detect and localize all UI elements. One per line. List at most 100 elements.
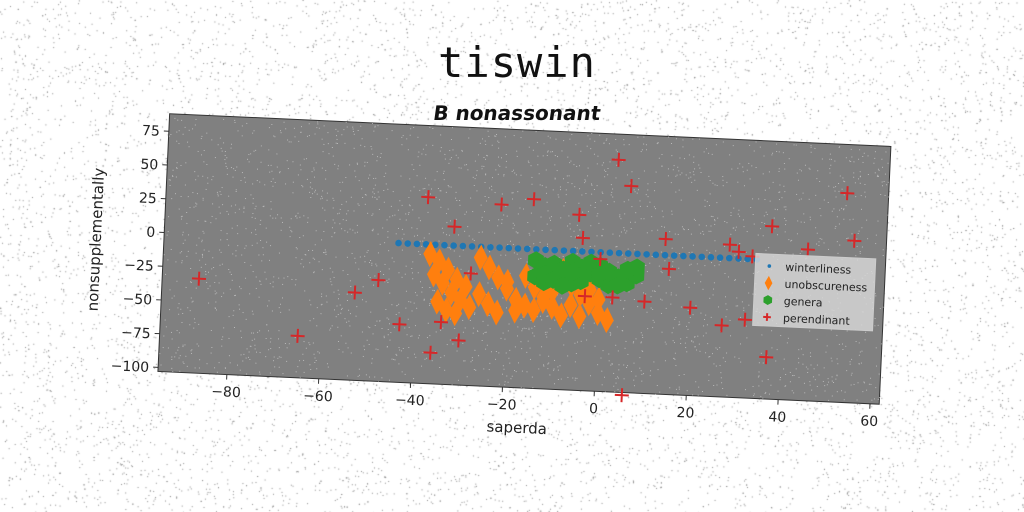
perendinant-point [572, 207, 587, 222]
x-axis-label: saperda [486, 417, 547, 438]
y-tick-label: 50 [140, 157, 159, 174]
unobscureness-point [472, 281, 487, 308]
perendinant-point [494, 197, 509, 212]
winterliness-point [569, 247, 577, 255]
x-tick-label: −20 [487, 396, 517, 413]
legend-marker-winterliness [767, 264, 772, 268]
y-tick-label: −25 [124, 257, 154, 274]
x-axis: −80 −60 −40 −20 0 20 40 60 [211, 374, 879, 430]
winterliness-point [578, 248, 586, 255]
perendinant-point [731, 244, 746, 259]
perendinant-point [847, 233, 862, 248]
unobscureness-point [500, 268, 515, 295]
perendinant-point [433, 315, 449, 330]
genera-point [609, 276, 626, 295]
winterliness-point [680, 252, 687, 260]
genera-point [554, 276, 571, 295]
winterliness-point [441, 241, 448, 249]
winterliness-point [716, 254, 724, 262]
winterliness-point [395, 239, 402, 247]
winterliness-point [523, 245, 531, 253]
legend-marker-unobscureness [764, 275, 773, 291]
y-axis-label: nonsupplementally [84, 167, 109, 311]
y-axis: 75 50 25 0 −25 −50 −75 −100 [110, 123, 169, 376]
unobscureness-point [563, 292, 578, 318]
unobscureness-point [480, 290, 495, 317]
perendinant-point [683, 300, 698, 315]
series-perendinant [191, 152, 862, 403]
unobscureness-point [430, 288, 445, 315]
winterliness-point [643, 251, 650, 258]
x-tick-label: −80 [211, 384, 241, 401]
series-unobscureness [423, 241, 614, 334]
genera-point [619, 260, 636, 279]
y-tick-label: 0 [146, 225, 156, 241]
x-tick-label: 60 [860, 413, 879, 430]
winterliness-point [661, 251, 669, 259]
winterliness-point [551, 246, 559, 254]
x-tick-label: −40 [395, 392, 425, 409]
unobscureness-point [489, 299, 504, 326]
perendinant-point [661, 261, 677, 276]
winterliness-point [514, 245, 522, 252]
unobscureness-point [545, 293, 560, 320]
winterliness-point [542, 246, 549, 254]
unobscureness-point [591, 286, 606, 313]
y-tick-label: 25 [139, 191, 158, 208]
series-genera [527, 251, 645, 295]
y-tick-label: −50 [122, 291, 152, 308]
unobscureness-point [599, 307, 614, 334]
unobscureness-point [526, 297, 541, 324]
perendinant-point [765, 219, 780, 234]
legend-label: unobscureness [784, 278, 867, 295]
perendinant-point [191, 271, 207, 286]
y-tick-label: 75 [142, 123, 161, 140]
perendinant-point [347, 285, 362, 300]
winterliness-point [726, 254, 733, 262]
perendinant-point [614, 388, 629, 403]
unobscureness-point [462, 294, 477, 321]
perendinant-point [737, 312, 752, 327]
winterliness-point [560, 247, 568, 254]
winterliness-point [505, 244, 513, 252]
winterliness-point [487, 243, 494, 251]
winterliness-point [698, 253, 706, 261]
unobscureness-point [553, 302, 568, 329]
plot-area [157, 113, 892, 405]
unobscureness-point [508, 297, 523, 324]
winterliness-point [422, 241, 430, 248]
genera-point [564, 263, 581, 282]
x-tick-label: 20 [676, 405, 695, 422]
legend-label: genera [783, 295, 822, 310]
legend-marker-genera [763, 295, 773, 305]
legend-box [752, 252, 877, 332]
x-tick-label: 40 [768, 409, 787, 426]
winterliness-point [615, 249, 623, 257]
winterliness-point [606, 249, 614, 257]
legend-marker-perendinant [763, 313, 771, 321]
winterliness-point [624, 250, 632, 257]
chart-title: tiswin [438, 38, 596, 87]
unobscureness-point [448, 300, 463, 327]
perendinant-point [714, 318, 729, 333]
legend-label: winterliness [785, 261, 852, 277]
winterliness-point [588, 248, 595, 256]
unobscureness-point [482, 254, 497, 281]
perendinant-point [463, 266, 478, 281]
perendinant-point [423, 345, 438, 360]
series-winterliness [395, 239, 761, 263]
winterliness-point [468, 243, 476, 250]
winterliness-point [634, 250, 641, 258]
perendinant-point [637, 294, 652, 309]
perendinant-point [722, 237, 737, 252]
perendinant-point [605, 290, 620, 305]
perendinant-point [575, 230, 590, 245]
data-marks [191, 152, 862, 403]
winterliness-point [459, 242, 467, 250]
unobscureness-point [518, 262, 533, 289]
unobscureness-point [426, 261, 441, 288]
y-tick-label: −75 [121, 325, 151, 342]
winterliness-point [670, 252, 678, 259]
perendinant-point [371, 273, 386, 288]
